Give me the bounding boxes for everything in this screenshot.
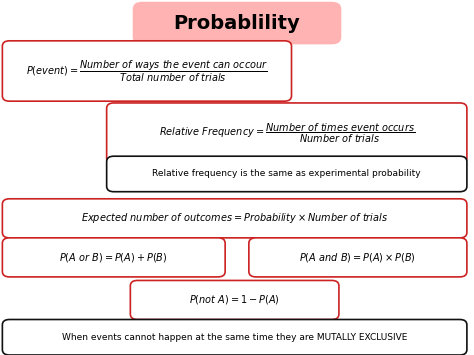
Text: $P(not\ A) = 1 - P(A)$: $P(not\ A) = 1 - P(A)$ xyxy=(189,294,280,306)
Text: $Expected\ number\ of\ outcomes = Probability \times Number\ of\ trials$: $Expected\ number\ of\ outcomes = Probab… xyxy=(81,211,388,225)
FancyBboxPatch shape xyxy=(107,156,467,192)
Text: Probablility: Probablility xyxy=(173,13,301,33)
FancyBboxPatch shape xyxy=(2,320,467,355)
Text: $P(event) = \dfrac{Number\ of\ ways\ the\ event\ can\ occour}{Total\ number\ of\: $P(event) = \dfrac{Number\ of\ ways\ the… xyxy=(26,59,268,83)
FancyBboxPatch shape xyxy=(2,41,292,101)
Text: Relative frequency is the same as experimental probability: Relative frequency is the same as experi… xyxy=(153,169,421,179)
Text: $P(A\ and\ B) = P(A) \times P(B)$: $P(A\ and\ B) = P(A) \times P(B)$ xyxy=(300,251,416,264)
FancyBboxPatch shape xyxy=(133,2,341,44)
FancyBboxPatch shape xyxy=(130,280,339,320)
FancyBboxPatch shape xyxy=(249,238,467,277)
Text: $P(A\ or\ B) = P(A) + P(B)$: $P(A\ or\ B) = P(A) + P(B)$ xyxy=(60,251,168,264)
FancyBboxPatch shape xyxy=(107,103,467,163)
Text: $Relative\ Frequency = \dfrac{Number\ of\ times\ event\ occurs}{Number\ of\ tria: $Relative\ Frequency = \dfrac{Number\ of… xyxy=(159,122,415,144)
FancyBboxPatch shape xyxy=(2,199,467,238)
FancyBboxPatch shape xyxy=(2,238,225,277)
Text: When events cannot happen at the same time they are MUTALLY EXCLUSIVE: When events cannot happen at the same ti… xyxy=(62,333,407,342)
